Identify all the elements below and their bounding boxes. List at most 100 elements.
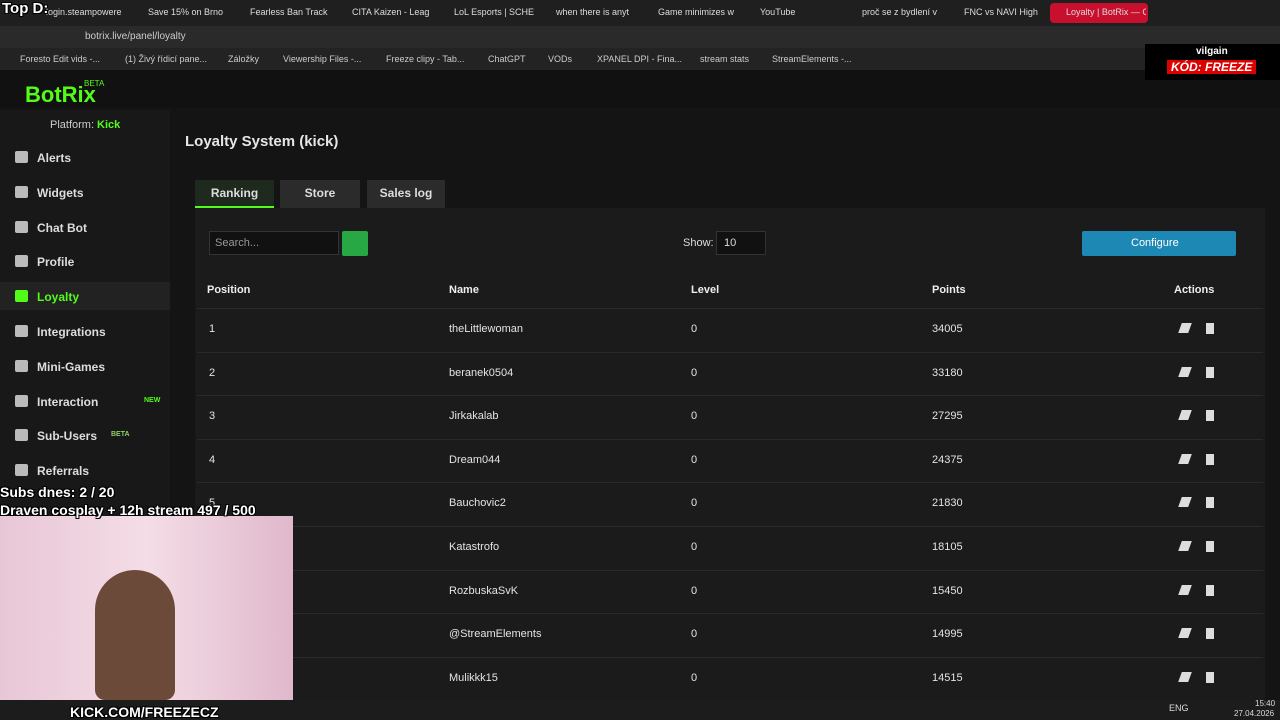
row-divider (197, 482, 1263, 484)
bookmark[interactable]: (1) Živý řídicí pane... (125, 54, 208, 64)
cell-name: Katastrofo (449, 541, 500, 553)
search-button[interactable] (342, 231, 368, 256)
delete-icon[interactable] (1206, 628, 1214, 640)
nav-icon (15, 359, 28, 372)
cell-points: 15450 (932, 584, 963, 597)
tab-title: Save 15% on Brno (148, 7, 224, 17)
subs-counter: Subs dnes: 2 / 20 (0, 484, 115, 500)
bookmark[interactable]: stream stats (700, 54, 750, 64)
configure-button[interactable] (1082, 231, 1236, 256)
nav-item[interactable]: Profile (37, 255, 75, 270)
taskbar (0, 700, 1280, 720)
bookmark[interactable]: StreamElements -... (772, 54, 852, 64)
bookmark[interactable]: XPANEL DPI - Fina... (597, 54, 683, 64)
delete-icon[interactable] (1206, 366, 1214, 378)
delete-icon[interactable] (1206, 323, 1214, 334)
section-tab[interactable] (367, 180, 445, 208)
url[interactable]: botrix.live/panel/loyalty (85, 31, 186, 42)
cell-position: 2 (209, 366, 216, 379)
section-tab-label: Sales log (379, 186, 433, 200)
search-placeholder: Search... (215, 237, 260, 249)
cell-points: 24375 (932, 453, 963, 466)
tab-title: FNC vs NAVI High (964, 7, 1038, 17)
section-tab[interactable] (195, 180, 274, 208)
cell-level: 0 (691, 628, 698, 641)
tab[interactable] (1050, 3, 1148, 23)
bookmark[interactable]: Foresto Edit vids -... (20, 54, 101, 64)
bookmark-bar (0, 48, 1280, 70)
cell-level: 0 (691, 541, 698, 553)
logo-badge: BETA (84, 79, 105, 88)
nav-item[interactable]: Widgets (37, 185, 84, 200)
tab-title: YouTube (760, 7, 796, 17)
cell-points: 14995 (932, 628, 963, 641)
tab-title: Fearless Ban Track (250, 7, 328, 17)
column-header: Level (691, 284, 720, 296)
cell-position: 4 (209, 453, 216, 466)
cell-points: 18105 (932, 541, 963, 553)
channel: KICK.COM/FREEZECZ (70, 704, 219, 720)
bookmark[interactable]: ChatGPT (488, 54, 526, 64)
nav-item[interactable]: Interaction (37, 394, 99, 409)
cell-name: Mulikkk15 (449, 671, 498, 684)
platform: Kick (97, 119, 121, 131)
cell-level: 0 (691, 671, 698, 684)
delete-icon[interactable] (1206, 584, 1214, 596)
row-divider (197, 569, 1263, 571)
row-divider (197, 308, 1263, 309)
column-header: Position (207, 284, 251, 296)
lang: ENG (1169, 703, 1189, 713)
goal: Draven cosplay + 12h stream 497 / 500 (0, 502, 256, 518)
nav-active (0, 282, 170, 311)
column-header: Actions (1174, 284, 1215, 296)
nav-item[interactable]: Referrals (37, 464, 90, 479)
nav-item[interactable]: Loyalty (37, 290, 80, 305)
nav-item[interactable]: Alerts (37, 151, 72, 165)
cell-name: theLittlewoman (449, 323, 523, 335)
show-select[interactable] (716, 231, 766, 255)
nav-icon (15, 290, 28, 303)
nav-icon (15, 429, 28, 442)
tab-title: Loyalty | BotRix — Cloud (1066, 7, 1146, 17)
toolbar (0, 26, 1280, 48)
delete-icon[interactable] (1206, 453, 1214, 465)
section-tab[interactable] (280, 180, 360, 208)
nav-icon (15, 151, 28, 163)
nav-icon (15, 220, 28, 233)
logo[interactable]: BotRix (25, 82, 96, 107)
bookmark[interactable]: Viewership Files -... (283, 54, 362, 64)
cell-points: 27295 (932, 410, 963, 423)
top-donor: Top D: (2, 0, 49, 17)
bookmark[interactable]: VODs (548, 54, 573, 64)
cell-level: 0 (691, 323, 698, 335)
row-divider (197, 656, 1263, 658)
app-header (0, 70, 1280, 108)
bookmark[interactable]: Záložky (228, 54, 260, 64)
delete-icon[interactable] (1206, 410, 1214, 422)
cell-points: 34005 (932, 323, 963, 335)
nav-item[interactable]: Chat Bot (37, 220, 87, 235)
cell-level: 0 (691, 497, 698, 510)
search-box[interactable] (209, 231, 339, 255)
tab-title: login.steampowere (46, 7, 122, 17)
section-tab-label: Ranking (210, 186, 259, 200)
nav-item[interactable]: Integrations (37, 325, 106, 339)
page-title: Loyalty System (kick) (185, 133, 339, 150)
bookmark[interactable]: Freeze clipy - Tab... (386, 54, 465, 64)
nav-icon (15, 255, 28, 268)
delete-icon[interactable] (1206, 497, 1214, 509)
nav-item[interactable]: Mini-Games (37, 359, 106, 374)
delete-icon[interactable] (1206, 671, 1214, 683)
cell-name: beranek0504 (449, 366, 514, 379)
row-divider (197, 438, 1263, 440)
section-tab-label: Store (304, 186, 336, 200)
nav-icon (15, 185, 28, 198)
cell-points: 14515 (932, 671, 963, 684)
platform-label: Platform: (50, 119, 95, 131)
show-value: 10 (724, 237, 737, 249)
tab-title: LoL Esports | SCHE (454, 7, 534, 17)
tab-title: Game minimizes w (658, 7, 735, 17)
delete-icon[interactable] (1206, 541, 1214, 552)
nav-item[interactable]: Sub-Users (37, 429, 98, 444)
